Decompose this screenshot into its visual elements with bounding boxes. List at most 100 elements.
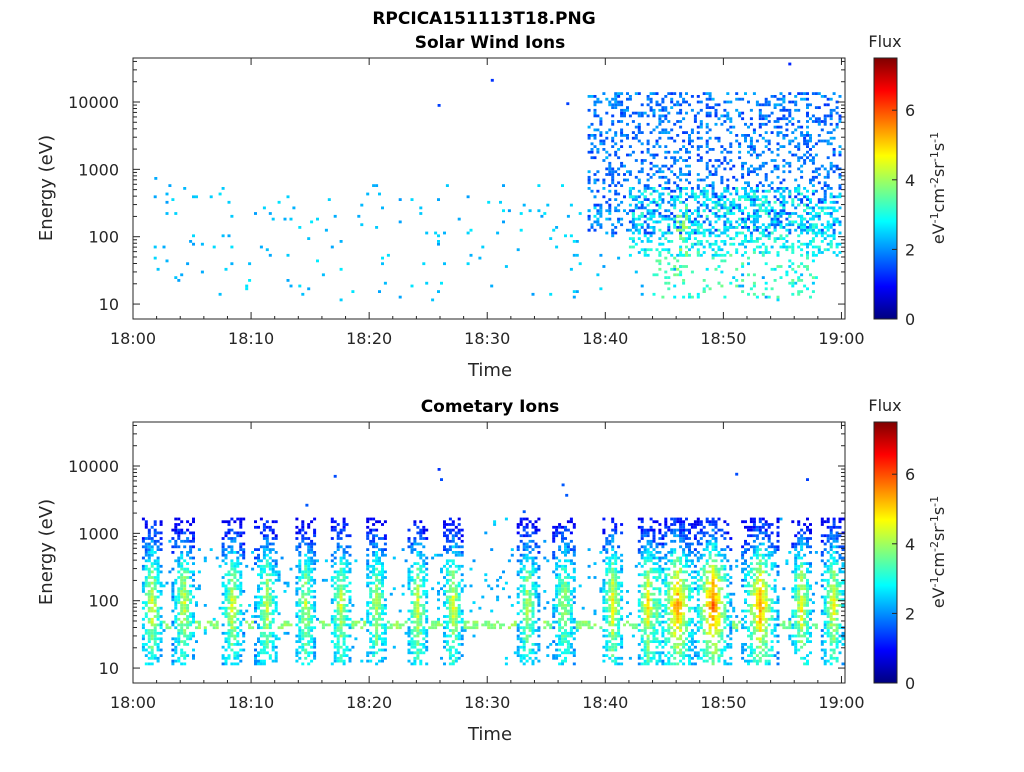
heatmap-cell xyxy=(322,624,325,627)
heatmap-cell xyxy=(449,604,452,607)
heatmap-cell xyxy=(570,590,573,593)
heatmap-cell xyxy=(605,209,608,212)
heatmap-cell xyxy=(369,593,372,596)
heatmap-cell xyxy=(422,532,425,535)
heatmap-cell xyxy=(750,148,753,151)
heatmap-cell xyxy=(298,554,301,557)
heatmap-cell xyxy=(228,590,231,593)
heatmap-cell xyxy=(281,557,284,560)
heatmap-cell xyxy=(204,559,207,562)
heatmap-cell xyxy=(567,612,570,615)
heatmap-cell xyxy=(313,590,316,593)
heatmap-cell xyxy=(313,596,316,599)
heatmap-cell xyxy=(602,579,605,582)
heatmap-cell xyxy=(614,571,617,574)
heatmap-cell xyxy=(676,112,679,115)
heatmap-cell xyxy=(384,612,387,615)
heatmap-cell xyxy=(697,226,700,229)
heatmap-cell xyxy=(458,582,461,585)
heatmap-cell xyxy=(806,257,809,260)
heatmap-cell xyxy=(287,632,290,635)
heatmap-cell xyxy=(413,660,416,663)
heatmap-cell xyxy=(449,573,452,576)
heatmap-cell xyxy=(741,279,744,282)
heatmap-cell xyxy=(697,201,700,204)
heatmap-cell xyxy=(582,607,585,610)
heatmap-cell xyxy=(703,246,706,249)
heatmap-cell xyxy=(408,587,411,590)
heatmap-cell xyxy=(151,632,154,635)
heatmap-cell xyxy=(735,232,738,235)
heatmap-cell xyxy=(411,285,414,288)
heatmap-cell xyxy=(812,170,815,173)
heatmap-cell xyxy=(378,604,381,607)
heatmap-cell xyxy=(230,632,233,635)
heatmap-cell xyxy=(629,229,632,232)
heatmap-cell xyxy=(732,276,735,279)
heatmap-cell xyxy=(602,582,605,585)
heatmap-cell xyxy=(611,557,614,560)
heatmap-cell xyxy=(670,198,673,201)
heatmap-cell xyxy=(709,170,712,173)
heatmap-cell xyxy=(148,543,151,546)
heatmap-cell xyxy=(718,265,721,268)
heatmap-cell xyxy=(729,282,732,285)
heatmap-cell xyxy=(269,565,272,568)
heatmap-cell xyxy=(638,131,641,134)
heatmap-cell xyxy=(180,590,183,593)
heatmap-cell xyxy=(806,151,809,154)
heatmap-cell xyxy=(729,126,732,129)
heatmap-cell xyxy=(174,579,177,582)
heatmap-cell xyxy=(369,596,372,599)
heatmap-cell xyxy=(419,585,422,588)
heatmap-cell xyxy=(827,131,830,134)
heatmap-cell xyxy=(419,660,422,663)
heatmap-cell xyxy=(366,601,369,604)
heatmap-cell xyxy=(272,590,275,593)
heatmap-cell xyxy=(759,134,762,137)
heatmap-cell xyxy=(381,610,384,613)
colorbar-tick-label: 4 xyxy=(905,171,915,190)
heatmap-cell xyxy=(210,621,213,624)
heatmap-cell xyxy=(605,540,608,543)
heatmap-cell xyxy=(576,254,579,257)
heatmap-cell xyxy=(726,207,729,210)
heatmap-cell xyxy=(555,565,558,568)
heatmap-cell xyxy=(700,232,703,235)
heatmap-cell xyxy=(233,576,236,579)
heatmap-cell xyxy=(461,643,464,646)
heatmap-cell xyxy=(334,571,337,574)
heatmap-cell xyxy=(726,184,729,187)
heatmap-cell xyxy=(694,221,697,224)
heatmap-cell xyxy=(230,601,233,604)
heatmap-cell xyxy=(449,612,452,615)
heatmap-cell xyxy=(688,173,691,176)
heatmap-cell xyxy=(236,640,239,643)
heatmap-cell xyxy=(142,637,145,640)
heatmap-cell xyxy=(151,621,154,624)
heatmap-cell xyxy=(520,212,523,215)
heatmap-cell xyxy=(428,626,431,629)
heatmap-cell xyxy=(272,520,275,523)
heatmap-cell xyxy=(449,523,452,526)
heatmap-cell xyxy=(809,198,812,201)
heatmap-cell xyxy=(310,621,313,624)
heatmap-cell xyxy=(225,640,228,643)
heatmap-cell xyxy=(650,215,653,218)
heatmap-cell xyxy=(331,579,334,582)
heatmap-cell xyxy=(225,587,228,590)
heatmap-cell xyxy=(413,615,416,618)
heatmap-cell xyxy=(658,170,661,173)
heatmap-cell xyxy=(558,663,561,666)
heatmap-cell xyxy=(295,537,298,540)
heatmap-cell xyxy=(558,582,561,585)
heatmap-cell xyxy=(372,184,375,187)
heatmap-cell xyxy=(605,562,608,565)
heatmap-cell xyxy=(431,621,434,624)
heatmap-cell xyxy=(422,607,425,610)
heatmap-cell xyxy=(425,537,428,540)
heatmap-cell xyxy=(526,571,529,574)
heatmap-cell xyxy=(230,518,233,521)
heatmap-cell xyxy=(594,101,597,104)
heatmap-cell xyxy=(266,585,269,588)
